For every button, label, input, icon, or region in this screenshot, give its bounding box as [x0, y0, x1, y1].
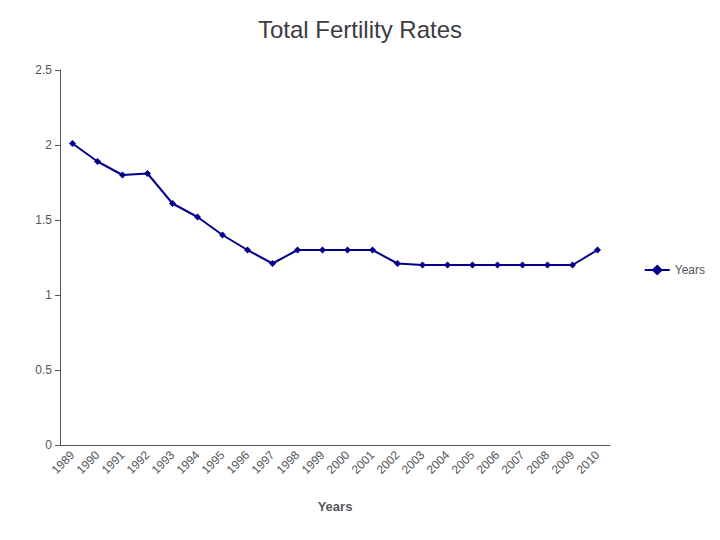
svg-text:1997: 1997: [249, 448, 278, 477]
svg-text:1.5: 1.5: [35, 213, 52, 227]
svg-text:2003: 2003: [399, 448, 428, 477]
svg-text:2005: 2005: [449, 448, 478, 477]
svg-text:Total Fertility Rates: Total Fertility Rates: [258, 16, 462, 43]
svg-text:1999: 1999: [299, 448, 328, 477]
svg-text:Years: Years: [318, 499, 353, 514]
svg-text:2004: 2004: [424, 448, 453, 477]
svg-text:1992: 1992: [124, 448, 153, 477]
svg-text:1991: 1991: [99, 448, 128, 477]
svg-text:2.5: 2.5: [35, 63, 52, 77]
svg-text:1: 1: [45, 288, 52, 302]
svg-text:1998: 1998: [274, 448, 303, 477]
svg-text:2007: 2007: [499, 448, 528, 477]
svg-text:1996: 1996: [224, 448, 253, 477]
svg-text:2009: 2009: [549, 448, 578, 477]
svg-text:1990: 1990: [74, 448, 103, 477]
svg-text:0.5: 0.5: [35, 363, 52, 377]
svg-text:1993: 1993: [149, 448, 178, 477]
svg-text:2000: 2000: [324, 448, 353, 477]
svg-text:1989: 1989: [49, 448, 78, 477]
svg-text:Years: Years: [675, 263, 705, 277]
svg-text:1994: 1994: [174, 448, 203, 477]
svg-text:1995: 1995: [199, 448, 228, 477]
svg-text:2001: 2001: [349, 448, 378, 477]
svg-text:2010: 2010: [574, 448, 603, 477]
svg-text:0: 0: [45, 438, 52, 452]
svg-text:2: 2: [45, 138, 52, 152]
svg-text:2006: 2006: [474, 448, 503, 477]
svg-text:2002: 2002: [374, 448, 403, 477]
svg-text:2008: 2008: [524, 448, 553, 477]
